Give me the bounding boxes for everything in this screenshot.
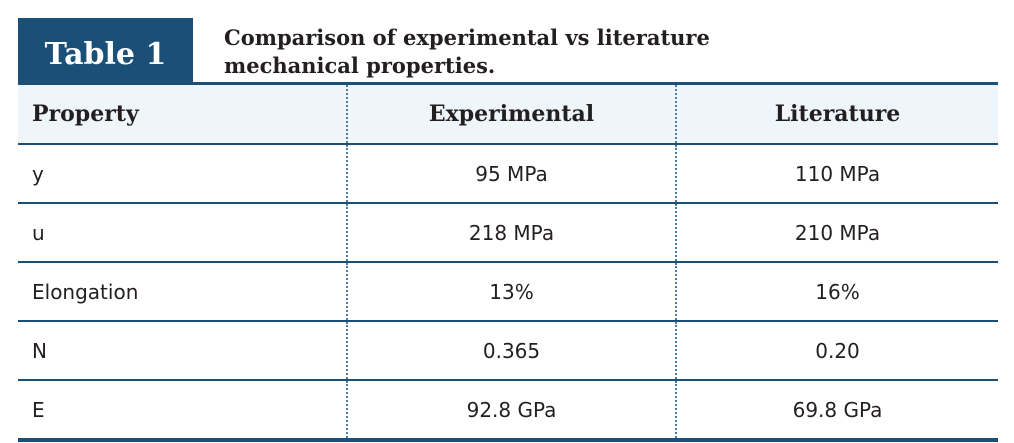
cell-property: y <box>18 144 347 204</box>
cell-experimental: 0.365 <box>346 321 676 381</box>
table-row: N 0.365 0.20 <box>18 321 998 381</box>
table-row: y 95 MPa 110 MPa <box>18 144 998 204</box>
cell-property: E <box>18 380 347 442</box>
cell-experimental: 13% <box>346 262 676 322</box>
cell-literature: 110 MPa <box>675 144 998 204</box>
table-caption: Comparison of experimental vs literature… <box>224 25 710 78</box>
header-literature: Literature <box>675 85 998 145</box>
cell-literature: 69.8 GPa <box>675 380 998 442</box>
header-row: Property Experimental Literature <box>18 85 998 145</box>
cell-property: Elongation <box>18 262 347 322</box>
table-row: u 218 MPa 210 MPa <box>18 203 998 263</box>
header-experimental: Experimental <box>346 85 676 145</box>
table-row: E 92.8 GPa 69.8 GPa <box>18 380 998 442</box>
cell-literature: 0.20 <box>675 321 998 381</box>
divider <box>18 82 998 85</box>
cell-property: N <box>18 321 347 381</box>
table-label: Table 1 <box>18 18 193 84</box>
table-row: Elongation 13% 16% <box>18 262 998 322</box>
cell-experimental: 218 MPa <box>346 203 676 263</box>
cell-property: u <box>18 203 347 263</box>
cell-experimental: 95 MPa <box>346 144 676 204</box>
header-property: Property <box>18 85 347 145</box>
cell-literature: 210 MPa <box>675 203 998 263</box>
cell-experimental: 92.8 GPa <box>346 380 676 442</box>
properties-table: Property Experimental Literature y 95 MPa… <box>18 85 998 442</box>
cell-literature: 16% <box>675 262 998 322</box>
